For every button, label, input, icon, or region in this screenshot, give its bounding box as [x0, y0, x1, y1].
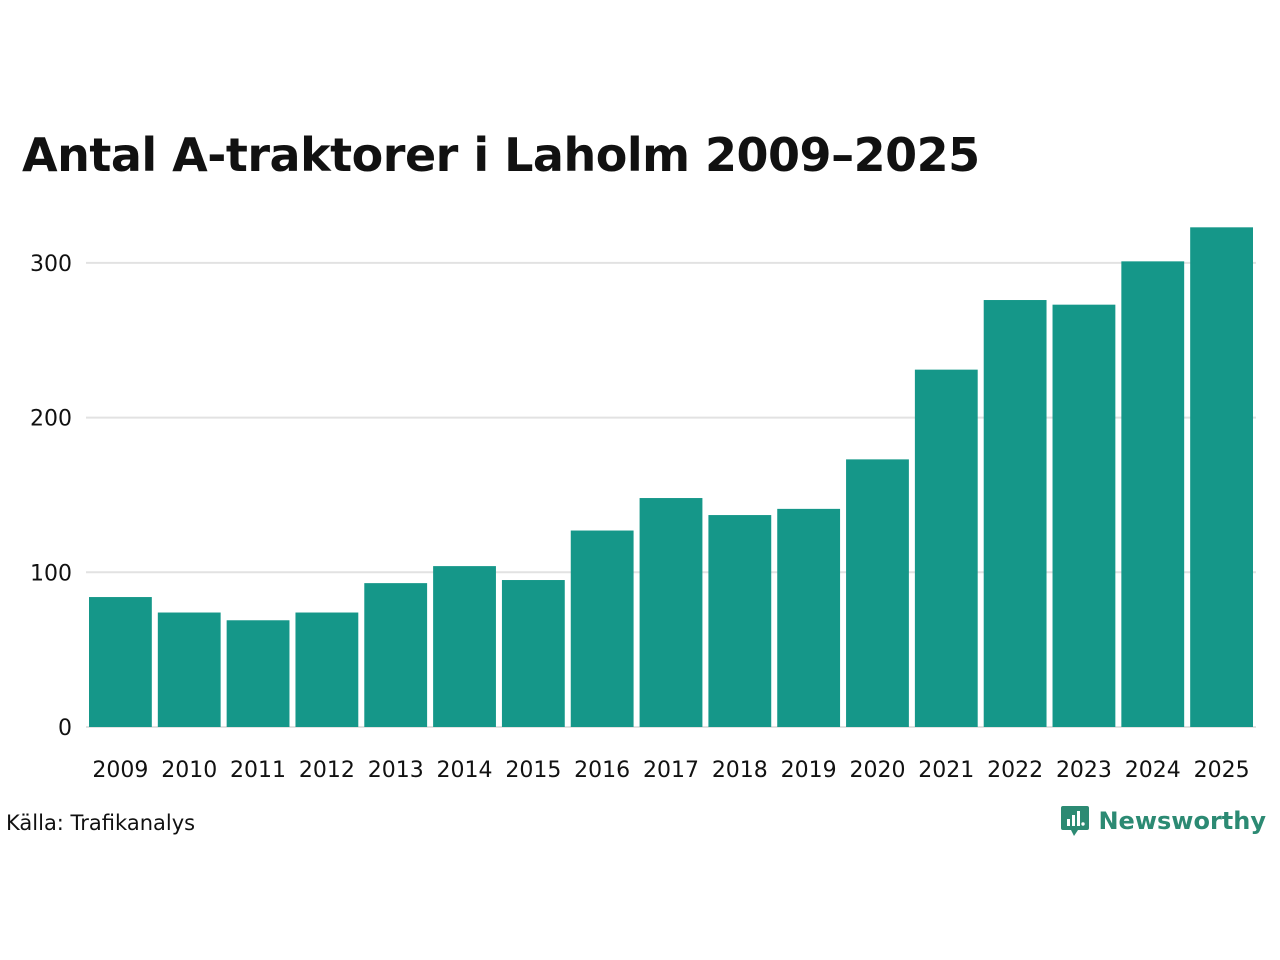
- bar-2012[interactable]: [295, 612, 359, 727]
- bar-2016[interactable]: [570, 530, 634, 727]
- y-axis-ticks: 0 100 200 300: [30, 252, 72, 741]
- y-tick-label: 100: [30, 561, 72, 586]
- x-tick-label-2018: 2018: [712, 758, 768, 783]
- x-tick-label-2012: 2012: [299, 758, 355, 783]
- bar-2019[interactable]: [777, 508, 841, 727]
- bar-2023[interactable]: [1052, 304, 1116, 727]
- x-tick-label-2010: 2010: [161, 758, 217, 783]
- bar-2014[interactable]: [433, 566, 496, 727]
- x-tick-label-2019: 2019: [781, 758, 837, 783]
- bar-2018[interactable]: [708, 515, 772, 727]
- x-tick-label-2020: 2020: [849, 758, 905, 783]
- x-tick-label-2016: 2016: [574, 758, 630, 783]
- y-tick-label: 200: [30, 407, 72, 432]
- x-tick-label-2011: 2011: [230, 758, 286, 783]
- chart-title: Antal A-traktorer i Laholm 2009–2025: [22, 128, 980, 182]
- x-tick-label-2014: 2014: [437, 758, 493, 783]
- bar-2021[interactable]: [914, 369, 978, 727]
- bar-2017[interactable]: [639, 498, 703, 727]
- bar-2015[interactable]: [501, 580, 565, 727]
- x-tick-label-2015: 2015: [505, 758, 561, 783]
- source-note: Källa: Trafikanalys: [6, 811, 196, 835]
- bars: [89, 227, 1253, 727]
- x-tick-label-2025: 2025: [1194, 758, 1250, 783]
- x-axis-ticks: 2009 2010 2011 2012 2013 2014 2015 2016 2017 2018…: [92, 758, 1249, 783]
- bar-2024[interactable]: [1121, 261, 1185, 727]
- x-tick-label-2024: 2024: [1125, 758, 1181, 783]
- bar-2009[interactable]: [89, 597, 152, 727]
- x-tick-label-2013: 2013: [368, 758, 424, 783]
- bar-2025[interactable]: [1190, 227, 1253, 727]
- x-tick-label-2009: 2009: [92, 758, 148, 783]
- bar-2011[interactable]: [226, 620, 290, 727]
- bar-2020[interactable]: [846, 459, 909, 727]
- x-tick-label-2017: 2017: [643, 758, 699, 783]
- x-tick-label-2021: 2021: [918, 758, 974, 783]
- x-tick-label-2023: 2023: [1056, 758, 1112, 783]
- brand-name: Newsworthy: [1098, 807, 1266, 835]
- x-tick-label-2022: 2022: [987, 758, 1043, 783]
- bar-2022[interactable]: [983, 300, 1047, 727]
- y-tick-label: 0: [58, 716, 72, 741]
- newsworthy-logo-icon: [1061, 806, 1090, 836]
- y-tick-label: 300: [30, 252, 72, 277]
- bar-2010[interactable]: [157, 612, 221, 727]
- brand-logo[interactable]: Newsworthy: [1060, 804, 1266, 838]
- bar-2013[interactable]: [364, 583, 428, 727]
